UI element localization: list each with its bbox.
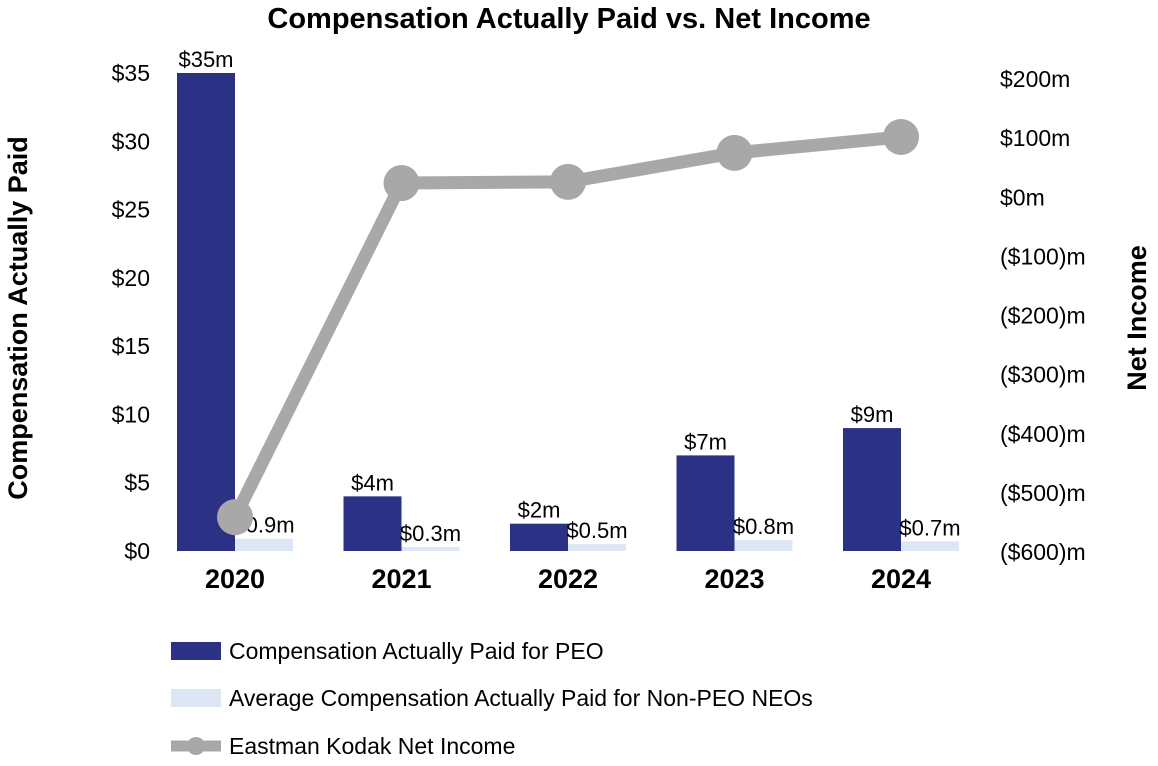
y-axis-ticks: $0 $5 $10 $15 $20 $25 $30 $35	[112, 60, 150, 564]
net-income-point-2020	[217, 499, 253, 536]
y-tick-label: $25	[112, 197, 150, 223]
data-label-neo-2024: $0.7m	[899, 515, 960, 540]
bar-neo-2020	[235, 538, 293, 551]
y-tick-label: $0	[124, 538, 150, 564]
y2-tick-label: $200m	[1000, 66, 1070, 92]
bar-peo-2020	[177, 73, 235, 551]
y-tick-label: $30	[112, 128, 150, 154]
legend-swatch-average-compensation-actually-paid-for-non-peo-neos	[171, 689, 221, 707]
legend-swatch-compensation-actually-paid-for-peo	[171, 642, 221, 660]
y-tick-label: $20	[112, 265, 150, 291]
y2-axis-title: Net Income	[1122, 245, 1152, 391]
bars-layer: $35m$0.9m$4m$0.3m$2m$0.5m$7m$0.8m$9m$0.7…	[177, 47, 961, 551]
x-tick-label-2021: 2021	[371, 564, 431, 594]
bar-peo-2022	[510, 523, 568, 551]
category-labels: 2020 2021 2022 2023 2024	[205, 564, 931, 594]
chart-title: Compensation Actually Paid vs. Net Incom…	[267, 3, 870, 35]
bar-peo-2023	[676, 455, 735, 551]
net-income-point-2021	[383, 165, 420, 202]
data-label-peo-2020: $35m	[178, 47, 233, 72]
y2-tick-label: $100m	[1000, 125, 1070, 151]
x-tick-label-2022: 2022	[538, 564, 598, 594]
y2-tick-label: $0m	[1000, 184, 1045, 210]
y-tick-label: $35	[112, 60, 150, 86]
data-label-peo-2023: $7m	[684, 429, 727, 454]
data-label-peo-2022: $2m	[518, 498, 561, 523]
y2-tick-label: ($200)m	[1000, 303, 1086, 329]
legend-label-compensation-actually-paid-for-peo: Compensation Actually Paid for PEO	[229, 638, 604, 664]
y-tick-label: $10	[112, 401, 150, 427]
net-income-line-layer	[217, 118, 919, 536]
bar-peo-2024	[843, 428, 901, 551]
y-tick-label: $5	[124, 470, 150, 496]
bar-neo-2023	[734, 540, 793, 551]
data-label-neo-2022: $0.5m	[566, 518, 627, 543]
bar-neo-2024	[901, 541, 959, 551]
y2-tick-label: ($500)m	[1000, 480, 1086, 506]
x-tick-label-2024: 2024	[871, 564, 931, 594]
legend-label-eastman-kodak-net-income: Eastman Kodak Net Income	[229, 733, 515, 759]
data-label-peo-2021: $4m	[351, 470, 394, 495]
bar-neo-2021	[401, 546, 460, 551]
data-label-neo-2023: $0.8m	[733, 514, 794, 539]
y2-tick-label: ($600)m	[1000, 539, 1086, 565]
bar-peo-2021	[343, 496, 402, 551]
legend-swatch-marker	[187, 737, 205, 755]
y2-axis-ticks: $200m $100m $0m ($100)m ($200)m ($300)m ($400)…	[1000, 66, 1086, 565]
legend: Compensation Actually Paid for PEO Averag…	[171, 638, 813, 759]
y2-tick-label: ($400)m	[1000, 421, 1086, 447]
y2-tick-label: ($300)m	[1000, 362, 1086, 388]
y-axis-title: Compensation Actually Paid	[3, 136, 33, 500]
net-income-point-2024	[883, 118, 919, 155]
legend-label-average-compensation-actually-paid-for-non-peo-neos: Average Compensation Actually Paid for N…	[229, 685, 813, 711]
data-label-neo-2021: $0.3m	[400, 521, 461, 546]
x-tick-label-2023: 2023	[704, 564, 764, 594]
bar-neo-2022	[568, 544, 626, 551]
y-tick-label: $15	[112, 333, 150, 359]
y2-tick-label: ($100)m	[1000, 243, 1086, 269]
data-label-peo-2024: $9m	[851, 402, 894, 427]
x-tick-label-2020: 2020	[205, 564, 265, 594]
net-income-point-2023	[716, 134, 753, 171]
net-income-point-2022	[550, 163, 586, 200]
